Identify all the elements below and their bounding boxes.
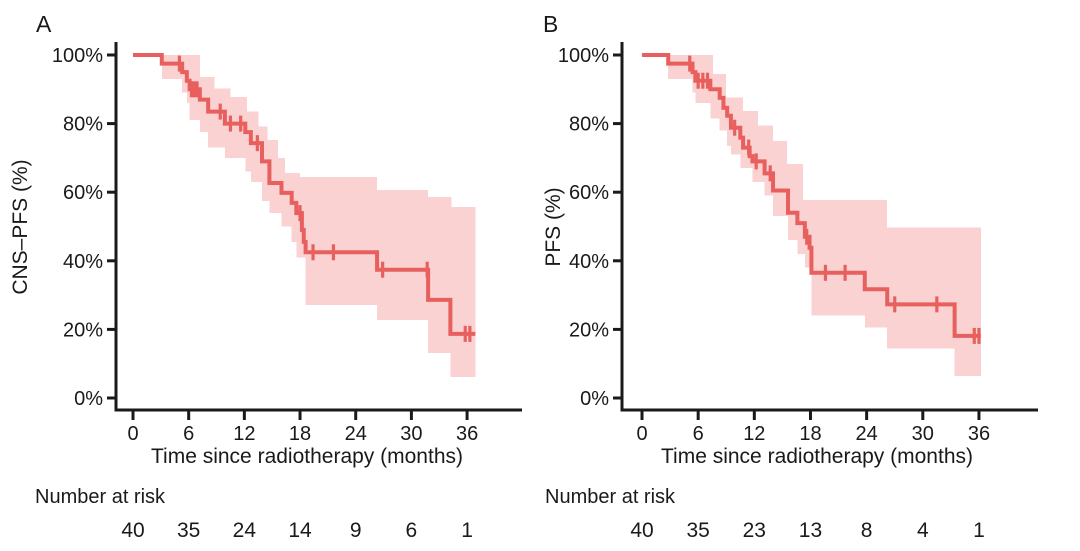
- x-tick-label: 18: [289, 423, 311, 445]
- risk-count: 8: [861, 519, 873, 542]
- risk-count: 35: [177, 519, 200, 542]
- y-tick-label: 100%: [52, 45, 103, 67]
- risk-count: 6: [406, 519, 418, 542]
- y-tick-label: 40%: [63, 251, 103, 273]
- y-tick-label: 80%: [63, 114, 103, 136]
- x-tick-label: 18: [799, 423, 821, 445]
- risk-count: 23: [743, 519, 766, 542]
- x-tick-label: 36: [968, 423, 990, 445]
- x-axis-title-a: Time since radiotherapy (months): [150, 445, 464, 468]
- panel-a: 100% 80% 60% 40% 20% 0% 0 6 12 18 24 30 36 40 35 24 14 9 6…: [9, 11, 522, 542]
- y-tick-label: 0%: [580, 388, 609, 410]
- risk-count: 1: [461, 519, 473, 542]
- risk-count: 4: [917, 519, 929, 542]
- risk-count: 35: [686, 519, 709, 542]
- risk-count: 40: [121, 519, 144, 542]
- panel-a-label: A: [36, 11, 52, 37]
- x-tick-label: 6: [693, 423, 704, 445]
- panel-b: 100% 80% 60% 40% 20% 0% 0 6 12 18 24 30 36 40 35 23 13 8 4…: [540, 0, 1080, 551]
- y-tick-label: 40%: [569, 251, 609, 273]
- y-axis-title-b: PFS (%): [542, 187, 565, 267]
- km-curve: [133, 53, 476, 336]
- y-tick-label: 20%: [63, 319, 103, 341]
- risk-count: 40: [630, 519, 653, 542]
- y-tick-label: 100%: [558, 45, 609, 67]
- km-plot-b: 100% 80% 60% 40% 20% 0% 0 6 12 18 24 30 36 40 35 23 13 8 4…: [558, 42, 1038, 542]
- y-tick-label: 20%: [569, 319, 609, 341]
- y-tick-label: 60%: [569, 182, 609, 204]
- number-at-risk-label-b: Number at risk: [545, 486, 676, 508]
- risk-count: 1: [973, 519, 985, 542]
- x-tick-label: 36: [456, 423, 478, 445]
- km-curve: [642, 53, 981, 338]
- km-plot-a: 100% 80% 60% 40% 20% 0% 0 6 12 18 24 30 36 40 35 24 14 9 6…: [52, 42, 522, 542]
- risk-count: 13: [799, 519, 822, 542]
- risk-count: 9: [350, 519, 362, 542]
- x-tick-label: 30: [912, 423, 934, 445]
- x-tick-label: 30: [400, 423, 422, 445]
- y-axis-title-a: CNS–PFS (%): [9, 159, 32, 295]
- x-tick-label: 24: [345, 423, 367, 445]
- confidence-band: [161, 55, 476, 378]
- number-at-risk-label-a: Number at risk: [35, 486, 166, 508]
- risk-count: 24: [233, 519, 257, 542]
- x-tick-label: 12: [743, 423, 765, 445]
- panel-b-label: B: [543, 11, 559, 37]
- y-tick-label: 80%: [569, 114, 609, 136]
- x-tick-label: 0: [127, 423, 138, 445]
- x-tick-label: 0: [636, 423, 647, 445]
- x-tick-label: 24: [856, 423, 878, 445]
- y-tick-label: 60%: [63, 182, 103, 204]
- risk-count: 14: [288, 519, 312, 542]
- x-axis-title-b: Time since radiotherapy (months): [660, 445, 974, 468]
- x-tick-label: 12: [233, 423, 255, 445]
- x-tick-label: 6: [183, 423, 194, 445]
- confidence-band: [668, 55, 981, 377]
- y-tick-label: 0%: [74, 388, 103, 410]
